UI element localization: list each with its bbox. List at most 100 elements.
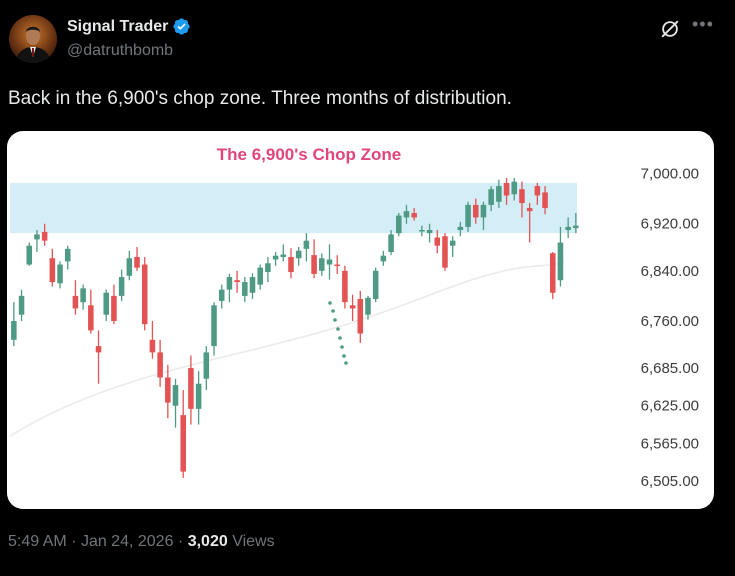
candle-body-up bbox=[480, 204, 487, 218]
candle-body-up bbox=[195, 383, 202, 409]
candle bbox=[49, 248, 56, 287]
meta-separator: · bbox=[177, 533, 184, 550]
candle bbox=[488, 186, 494, 212]
candle bbox=[357, 290, 364, 343]
candle-body-down bbox=[134, 256, 140, 268]
candle bbox=[157, 339, 163, 387]
candle-body-down bbox=[503, 182, 510, 196]
candle bbox=[403, 204, 410, 224]
candle-body-up bbox=[211, 305, 217, 347]
candle bbox=[549, 251, 556, 300]
candle-body-up bbox=[280, 254, 287, 257]
candle bbox=[372, 267, 379, 303]
candle bbox=[496, 179, 502, 209]
candle-body-up bbox=[511, 181, 518, 195]
candle-body-up bbox=[319, 258, 325, 271]
candle bbox=[265, 256, 271, 283]
candle bbox=[11, 302, 17, 347]
candle-body-up bbox=[118, 277, 125, 296]
handle[interactable]: @datruthbomb bbox=[67, 42, 174, 59]
candle bbox=[188, 355, 194, 425]
candle bbox=[57, 261, 63, 289]
candle bbox=[434, 230, 441, 254]
candle bbox=[396, 213, 402, 237]
y-tick-label: 6,505.00 bbox=[641, 473, 699, 490]
view-count: 3,020 bbox=[187, 533, 228, 550]
candle bbox=[18, 289, 25, 321]
candle-body-up bbox=[257, 267, 263, 285]
post-time[interactable]: 5:49 AM bbox=[8, 533, 67, 550]
candle bbox=[519, 181, 525, 218]
candle-body-up bbox=[372, 270, 379, 300]
tweet-media[interactable]: The 6,900's Chop Zone 7,000.00 6,920.00 6,… bbox=[7, 131, 714, 509]
author-row: Signal Trader bbox=[67, 17, 191, 36]
candle bbox=[272, 251, 279, 266]
candle bbox=[542, 186, 548, 215]
candle bbox=[141, 256, 148, 331]
candles bbox=[11, 177, 579, 478]
meta-separator: · bbox=[71, 533, 77, 550]
candle-body-down bbox=[357, 299, 364, 334]
avatar[interactable] bbox=[9, 15, 57, 63]
candle-body-up bbox=[242, 282, 248, 296]
candle-body-up bbox=[303, 240, 310, 249]
grok-icon[interactable] bbox=[659, 18, 681, 40]
candle bbox=[288, 248, 294, 279]
candle-body-up bbox=[419, 230, 425, 232]
candle-body-down bbox=[141, 264, 148, 325]
candle bbox=[511, 177, 518, 201]
candle-body-up bbox=[103, 292, 110, 315]
candle bbox=[118, 269, 125, 301]
candle bbox=[388, 230, 394, 256]
candle bbox=[126, 250, 133, 281]
y-axis: 7,000.00 6,920.00 6,840.00 6,760.00 6,685.00… bbox=[641, 166, 699, 491]
candle-body-up bbox=[34, 234, 40, 240]
tweet-text: Back in the 6,900's chop zone. Three mon… bbox=[8, 88, 512, 109]
moving-average-line bbox=[9, 262, 565, 437]
candle-body-down bbox=[149, 339, 156, 353]
candle bbox=[449, 236, 456, 257]
candle bbox=[249, 273, 256, 300]
candle bbox=[480, 201, 487, 230]
candle bbox=[311, 239, 317, 279]
candle bbox=[342, 265, 348, 309]
candle bbox=[380, 250, 387, 266]
candle-body-up bbox=[457, 226, 464, 230]
candle bbox=[234, 270, 240, 293]
candle-body-down bbox=[111, 295, 117, 321]
candle-body-up bbox=[488, 189, 494, 205]
candle-body-down bbox=[88, 305, 94, 331]
candle bbox=[103, 289, 110, 321]
candle bbox=[349, 294, 356, 321]
verified-badge-icon[interactable] bbox=[172, 17, 191, 36]
candle bbox=[319, 253, 325, 276]
candle bbox=[242, 277, 248, 303]
candle-body-down bbox=[542, 192, 548, 209]
candle-body-down bbox=[342, 270, 348, 303]
candle-body-down bbox=[411, 213, 417, 218]
candle bbox=[211, 302, 217, 356]
candle-body-down bbox=[442, 236, 448, 268]
avatar-image bbox=[9, 15, 57, 63]
y-tick-label: 6,840.00 bbox=[641, 263, 699, 280]
candle-body-up bbox=[57, 264, 63, 284]
display-name[interactable]: Signal Trader bbox=[67, 17, 169, 35]
y-tick-label: 6,685.00 bbox=[641, 360, 699, 377]
candle bbox=[88, 289, 94, 334]
candle-body-down bbox=[472, 204, 479, 218]
candle-body-up bbox=[18, 295, 25, 315]
candle-body-down bbox=[549, 253, 556, 293]
more-icon[interactable]: ••• bbox=[692, 14, 714, 34]
candle-body-up bbox=[426, 230, 433, 234]
candle-body-down bbox=[95, 346, 102, 353]
candle bbox=[295, 246, 302, 266]
candle bbox=[411, 208, 417, 221]
candle bbox=[419, 225, 425, 237]
candle bbox=[565, 217, 571, 239]
candle-body-up bbox=[203, 352, 210, 379]
post-date[interactable]: Jan 24, 2026 bbox=[80, 533, 174, 550]
candle bbox=[457, 221, 464, 237]
candle bbox=[218, 284, 225, 309]
candle bbox=[365, 295, 371, 320]
candle bbox=[334, 255, 340, 274]
